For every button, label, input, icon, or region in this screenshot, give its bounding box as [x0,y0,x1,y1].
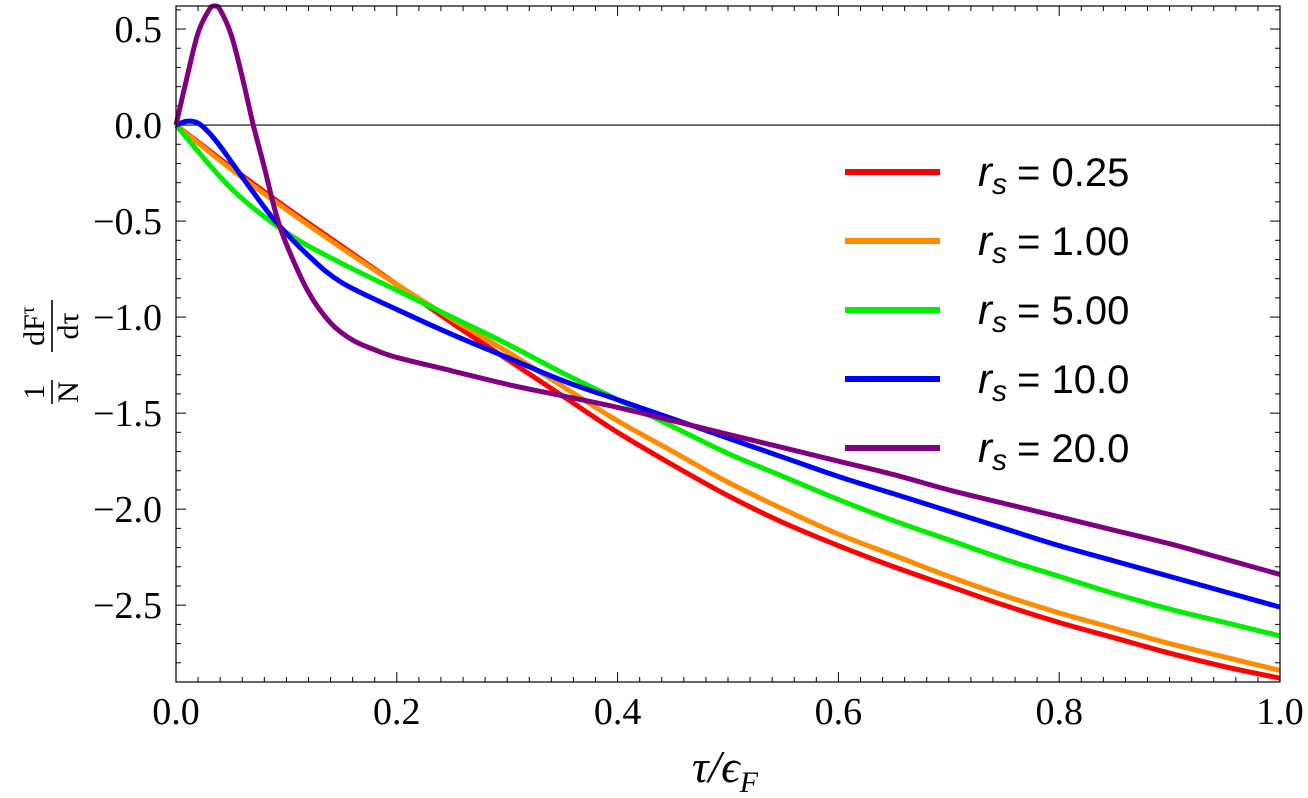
legend-label: rs = 1.00 [978,217,1129,270]
legend-sub: s [992,306,1007,339]
plot-frame [175,5,1281,683]
y-title-num-left: 1 [18,385,51,400]
x-tick-label: 0.0 [152,691,200,733]
series-line-3 [174,123,1281,639]
x-axis-title: τ/ϵF [692,741,759,798]
y-title-num-right: dFτ [17,306,51,346]
legend-var: r [978,355,994,402]
legend-item: rs = 1.00 [845,217,1129,270]
x-tick-labels: 0.0 0.2 0.4 0.6 0.8 1.0 [152,691,1304,733]
y-tick-label: −2.5 [93,585,162,627]
legend-var: r [978,217,994,264]
legend-sub: s [992,168,1007,201]
legend-sub: s [992,237,1007,270]
legend-value: = 10.0 [1017,358,1129,402]
y-axis-title: 1 N dFτ dτ [17,300,85,404]
legend-sub: s [992,375,1007,408]
series-lines [173,3,1281,681]
legend-label: rs = 5.00 [978,286,1129,339]
y-tick-label: −0.5 [93,201,162,243]
x-axis-title-sub: F [739,766,759,798]
x-tick-label: 0.8 [1035,691,1083,733]
series-line-5 [173,3,1281,577]
x-tick-label: 1.0 [1256,691,1304,733]
series-line-2 [174,123,1281,673]
legend-value: = 5.00 [1017,289,1129,333]
y-title-den-left: N [52,381,85,403]
legend-value: = 1.00 [1017,220,1129,264]
y-title-num-right-sup: τ [17,306,39,314]
x-tick-label: 0.4 [594,691,642,733]
x-tick-label: 0.6 [815,691,863,733]
legend-label: rs = 20.0 [978,424,1129,477]
legend-value: = 0.25 [1017,151,1129,195]
y-tick-label: −1.0 [93,297,162,339]
y-title-num-right-main: dF [18,314,51,346]
legend-label: rs = 10.0 [978,355,1129,408]
legend-item: rs = 20.0 [845,424,1129,477]
y-tick-label: −2.0 [93,489,162,531]
legend-sub: s [992,444,1007,477]
legend-var: r [978,148,994,195]
y-tick-labels: 0.5 0.0 −0.5 −1.0 −1.5 −2.0 −2.5 [93,9,162,627]
series-line-4 [175,118,1281,610]
y-title-den-right: dτ [52,312,85,339]
legend-label: rs = 0.25 [978,148,1129,201]
legend-item: rs = 5.00 [845,286,1129,339]
y-tick-label: 0.0 [115,105,163,147]
legend-item: rs = 0.25 [845,148,1129,201]
x-tick-label: 0.2 [373,691,421,733]
y-tick-label: 0.5 [115,9,163,51]
legend-var: r [978,286,994,333]
legend-var: r [978,424,994,471]
legend-value: = 20.0 [1017,427,1129,471]
legend-item: rs = 10.0 [845,355,1129,408]
y-tick-label: −1.5 [93,393,162,435]
x-axis-title-main: τ/ϵ [692,741,742,792]
